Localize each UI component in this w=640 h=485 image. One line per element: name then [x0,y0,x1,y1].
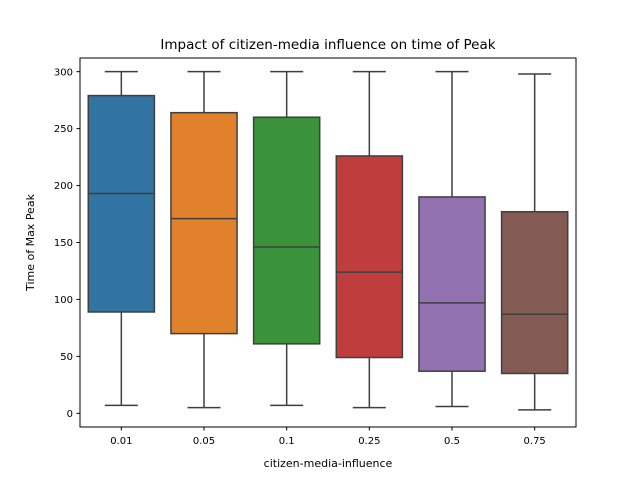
box-iqr [252,116,321,345]
y-tick-label: 200 [54,181,73,192]
y-tick-label: 50 [60,352,73,363]
box-iqr [418,196,486,372]
box-group-0.75 [500,73,569,411]
x-tick-label: 0.1 [279,436,295,447]
y-axis-label: Time of Max Peak [24,193,37,292]
box-group-0.1 [252,70,321,407]
x-tick-label: 0.01 [110,436,132,447]
box-iqr [170,111,238,335]
y-tick-label: 100 [54,295,73,306]
x-tick-label: 0.25 [358,436,380,447]
x-tick-label: 0.5 [444,436,460,447]
x-axis: 0.01 0.05 0.1 0.25 0.5 0.75 [110,427,546,447]
y-tick-label: 0 [67,409,73,420]
box-group-0.25 [335,70,404,409]
y-axis: 0 50 100 150 200 250 300 [54,67,80,420]
y-tick-label: 250 [54,124,73,135]
plot-area [87,70,569,411]
box-iqr [87,94,156,313]
box-group-0.5 [418,70,486,408]
x-tick-label: 0.05 [193,436,215,447]
y-tick-label: 150 [54,238,73,249]
y-tick-label: 300 [54,67,73,78]
x-tick-label: 0.75 [524,436,546,447]
box-iqr [500,211,569,375]
x-axis-label: citizen-media-influence [264,457,393,470]
box-group-0.01 [87,70,156,407]
chart-title: Impact of citizen-media influence on tim… [160,37,495,53]
box-iqr [335,155,404,359]
box-group-0.05 [170,70,238,409]
